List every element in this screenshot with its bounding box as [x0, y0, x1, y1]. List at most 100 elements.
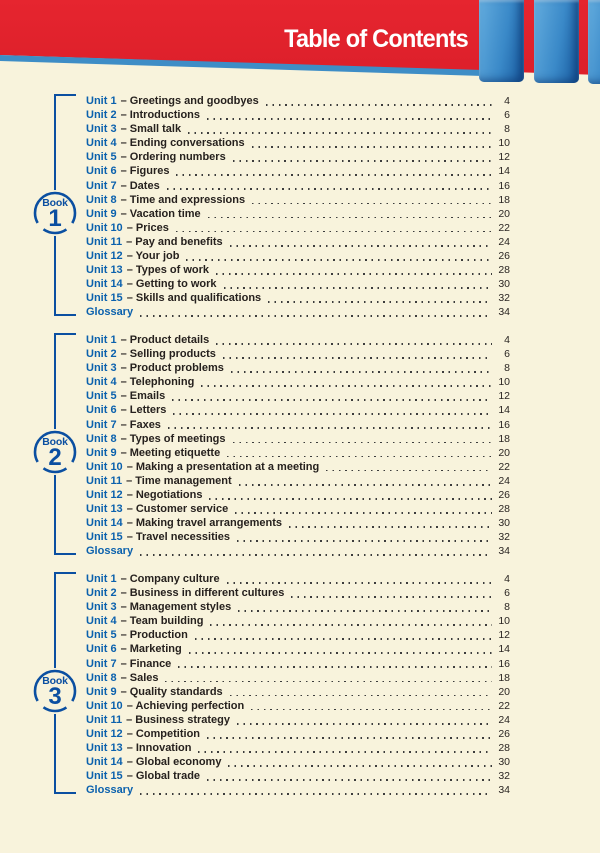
- page-number: 4: [504, 95, 510, 107]
- book-badge-number: 3: [48, 683, 62, 710]
- entry-title: – Types of work: [126, 264, 210, 277]
- page-number: 18: [498, 671, 510, 684]
- unit-label: Unit 2: [86, 109, 117, 122]
- unit-label: Unit 12: [86, 728, 123, 741]
- badge-ring-icon: [33, 669, 77, 713]
- entry-title: – Dates: [120, 179, 160, 192]
- dot-leader: [237, 722, 492, 725]
- page-number: 22: [498, 460, 510, 473]
- entry-title: – Customer service: [126, 503, 229, 516]
- entry-title: – Ending conversations: [120, 137, 245, 150]
- badge-ring-icon: [33, 191, 77, 235]
- dot-leader: [226, 581, 492, 584]
- toc-entry: Unit 14– Making travel arrangements 30: [86, 516, 510, 530]
- page-number: 6: [504, 587, 510, 600]
- toc-entry: Unit 5– Ordering numbers 12: [86, 150, 510, 164]
- entry-title: – Types of meetings: [120, 432, 226, 445]
- unit-label: Unit 6: [86, 643, 117, 656]
- unit-label: Unit 13: [86, 742, 123, 755]
- book-badge: Book 2: [32, 429, 78, 475]
- toc-entry: Unit 9– Quality standards 20: [86, 685, 510, 699]
- page-number: 34: [498, 784, 510, 797]
- page-number: 24: [498, 235, 510, 248]
- unit-label: Unit 13: [86, 264, 123, 277]
- unit-label: Unit 15: [86, 292, 123, 305]
- dot-leader: [176, 174, 492, 177]
- page-number: 8: [504, 362, 510, 375]
- entry-title: – Sales: [120, 671, 159, 684]
- unit-label: Unit 5: [86, 390, 117, 403]
- toc-entry: Unit 1– Product details 4: [86, 333, 510, 347]
- toc-entry: Unit 14– Getting to work 30: [86, 277, 510, 291]
- page-number: 6: [504, 109, 510, 122]
- entry-title: – Emails: [120, 390, 166, 403]
- dot-leader: [326, 469, 492, 472]
- unit-label: Unit 4: [86, 615, 117, 628]
- book-badge: Book 3: [32, 668, 78, 714]
- unit-label: Unit 11: [86, 235, 123, 248]
- unit-label: Unit 8: [86, 432, 117, 445]
- entry-title: – Team building: [120, 615, 204, 628]
- unit-label: Unit 6: [86, 404, 117, 417]
- book-badge: Book 1: [32, 190, 78, 236]
- unit-label: Unit 6: [86, 165, 117, 178]
- toc-entry: Unit 3– Small talk 8: [86, 122, 510, 136]
- dot-leader: [268, 301, 492, 303]
- dot-leader: [229, 244, 492, 247]
- toc-entry: Unit 15– Travel necessities 32: [86, 530, 510, 544]
- dot-leader: [188, 132, 492, 134]
- dot-leader: [175, 230, 492, 233]
- dot-leader: [207, 216, 492, 219]
- toc-entry: Unit 6– Figures 14: [86, 164, 510, 178]
- page-number: 24: [498, 713, 510, 726]
- toc-entry: Unit 5– Emails 12: [86, 389, 510, 403]
- entry-title: – Management styles: [120, 601, 232, 614]
- unit-label: Unit 1: [86, 95, 117, 107]
- page-number: 32: [498, 292, 510, 305]
- toc-entry: Unit 13– Customer service 28: [86, 502, 510, 516]
- dot-leader: [178, 666, 492, 669]
- unit-label: Unit 11: [86, 474, 123, 487]
- page-number: 34: [498, 545, 510, 558]
- page-number: 18: [498, 193, 510, 206]
- page-number: 12: [498, 629, 510, 642]
- entry-title: – Finance: [120, 657, 172, 670]
- toc-entry: Unit 12– Competition 26: [86, 727, 510, 741]
- entry-title: – Skills and qualifications: [126, 292, 262, 305]
- unit-label: Unit 10: [86, 460, 123, 473]
- toc-entry: Unit 2– Introductions 6: [86, 108, 510, 122]
- toc-entry: Unit 3– Product problems 8: [86, 361, 510, 375]
- entry-title: – Meeting etiquette: [120, 446, 221, 459]
- toc-entry: Unit 10– Prices 22: [86, 221, 510, 235]
- toc-entry: Unit 9– Vacation time 20: [86, 207, 510, 221]
- page-number: 30: [498, 517, 510, 530]
- page-number: 10: [498, 615, 510, 628]
- entry-title: – Travel necessities: [126, 531, 231, 544]
- toc-entry: Unit 8– Types of meetings 18: [86, 432, 510, 446]
- dot-leader: [188, 652, 492, 655]
- page-number: 12: [498, 390, 510, 403]
- toc-entry: Unit 13– Innovation 28: [86, 741, 510, 755]
- page-number: 28: [498, 742, 510, 755]
- page-number: 26: [498, 250, 510, 263]
- entry-title: – Quality standards: [120, 685, 223, 698]
- unit-label: Unit 7: [86, 418, 117, 431]
- page-number: 16: [498, 657, 510, 670]
- dot-leader: [140, 793, 492, 795]
- dot-leader: [227, 455, 492, 458]
- page-number: 20: [498, 446, 510, 459]
- unit-label: Unit 5: [86, 151, 117, 164]
- entry-title: – Small talk: [120, 123, 182, 136]
- unit-label: Unit 3: [86, 362, 117, 375]
- unit-label: Unit 12: [86, 250, 123, 263]
- entry-title: – Competition: [126, 728, 201, 741]
- dot-leader: [165, 680, 492, 683]
- toc-entry: Unit 15– Global trade 32: [86, 769, 510, 783]
- entry-title: – Telephoning: [120, 376, 195, 389]
- decor-blue-bar: [534, 0, 579, 83]
- toc-entry: Unit 11– Time management 24: [86, 474, 510, 488]
- dot-leader: [238, 610, 492, 612]
- page-title: Table of Contents: [284, 25, 469, 53]
- toc-entry: Unit 2– Business in different cultures 6: [86, 586, 510, 600]
- unit-label: Glossary: [86, 545, 134, 558]
